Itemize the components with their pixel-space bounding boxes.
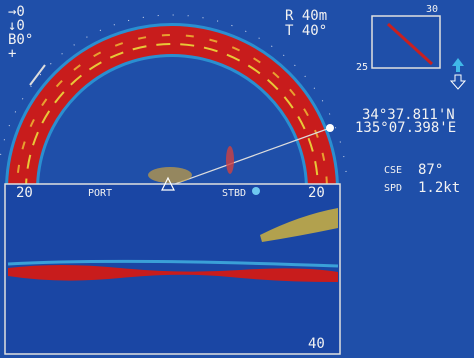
sonar-screen: →0 ↓0 B0° + R 40m T 40° 30 25 34°37.811'… bbox=[0, 0, 474, 358]
compass-top-label: 30 bbox=[426, 4, 438, 15]
speed-label: SPD bbox=[384, 183, 402, 194]
course-value: 87° bbox=[418, 162, 443, 178]
speed-value: 1.2kt bbox=[418, 180, 460, 196]
depth-label: 40 bbox=[308, 336, 325, 352]
course-label: CSE bbox=[384, 165, 402, 176]
tilt: T 40° bbox=[285, 23, 327, 39]
range: R 40m bbox=[285, 8, 327, 24]
left-range: 20 bbox=[16, 185, 33, 201]
compass-left-label: 25 bbox=[356, 62, 368, 73]
longitude: 135°07.398'E bbox=[355, 120, 456, 136]
port-label: PORT bbox=[88, 188, 112, 199]
cross-marker: + bbox=[8, 46, 16, 62]
right-range: 20 bbox=[308, 185, 325, 201]
starboard-label: STBD bbox=[222, 188, 246, 199]
